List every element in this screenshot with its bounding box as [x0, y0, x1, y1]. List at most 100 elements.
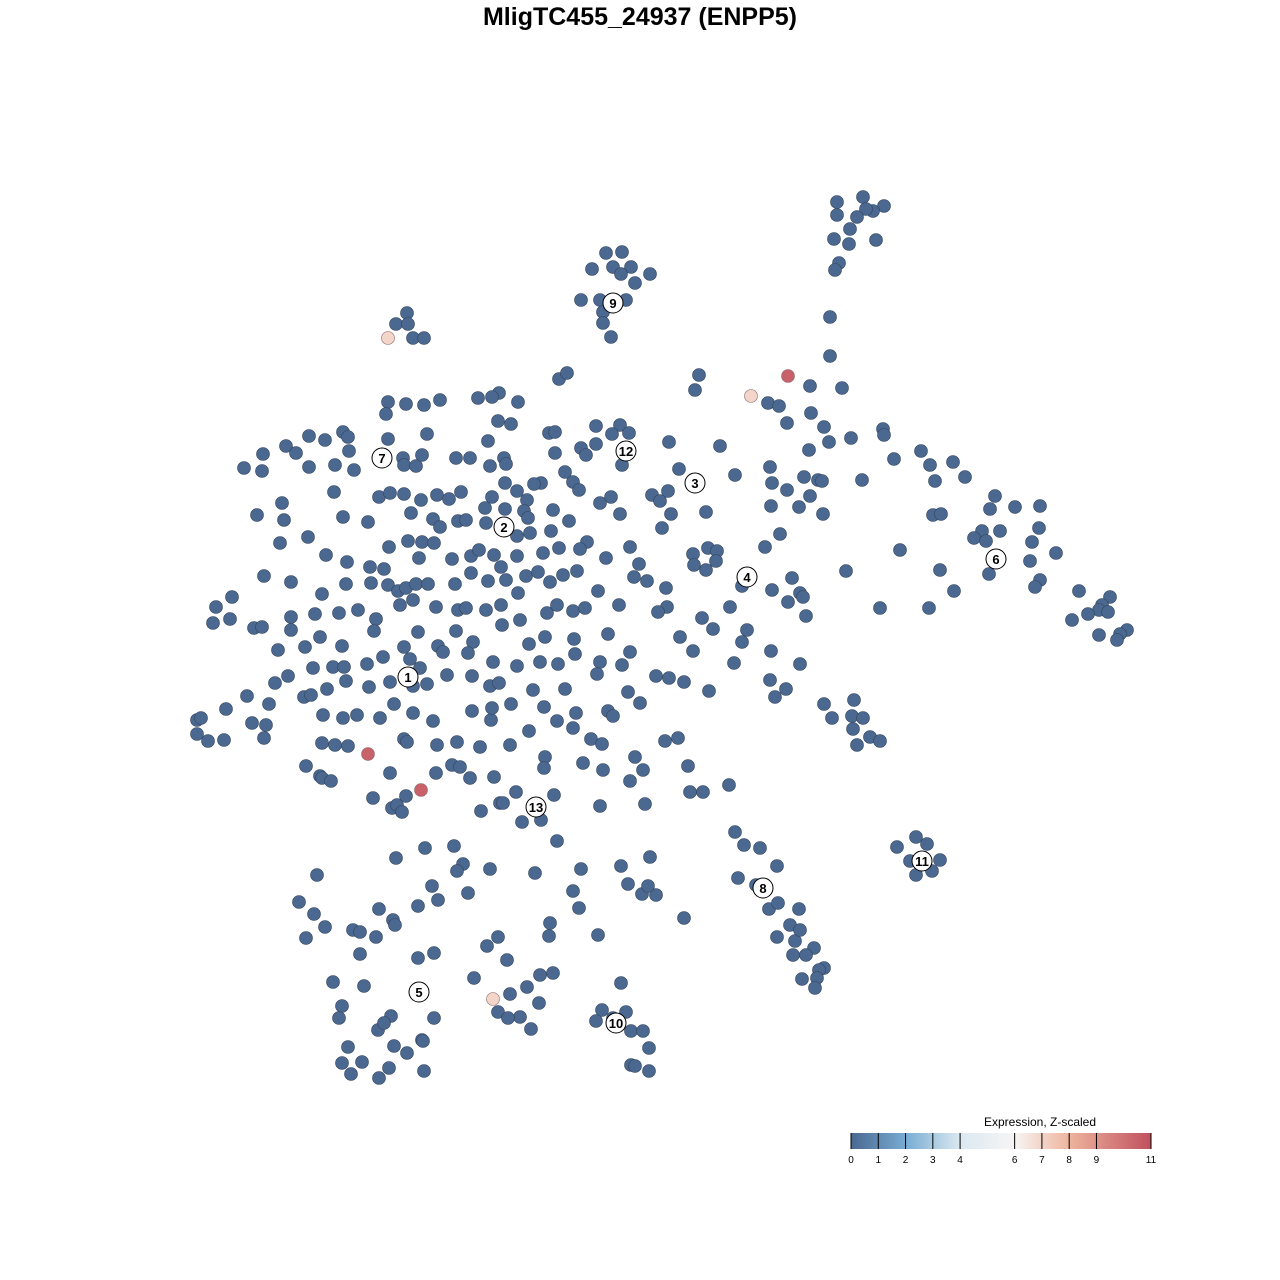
cluster-label: 6	[985, 548, 1007, 570]
data-point	[816, 507, 830, 521]
data-point	[511, 586, 525, 600]
data-point	[673, 630, 687, 644]
data-point	[268, 676, 282, 690]
data-point	[628, 1059, 642, 1073]
data-point	[1023, 554, 1037, 568]
data-point	[510, 529, 524, 543]
data-point	[372, 902, 386, 916]
data-point	[383, 766, 397, 780]
data-point	[537, 761, 551, 775]
data-point	[341, 430, 355, 444]
data-point	[250, 508, 264, 522]
data-point	[856, 190, 870, 204]
data-point	[383, 675, 397, 689]
data-point	[459, 601, 473, 615]
data-point	[483, 459, 497, 473]
data-point	[722, 778, 736, 792]
data-point	[601, 627, 615, 641]
data-point	[869, 233, 883, 247]
data-point	[372, 1071, 386, 1085]
data-point	[491, 930, 505, 944]
data-point	[339, 674, 353, 688]
data-point	[533, 655, 547, 669]
cluster-label-badge	[371, 447, 393, 469]
cluster-label-badge	[684, 472, 706, 494]
data-point	[781, 595, 795, 609]
data-point	[520, 980, 534, 994]
data-point	[299, 759, 313, 773]
data-point	[585, 262, 599, 276]
data-point	[433, 520, 447, 534]
data-point	[590, 667, 604, 681]
data-point	[627, 570, 641, 584]
data-point	[494, 598, 508, 612]
data-point	[471, 391, 485, 405]
data-point	[485, 701, 499, 715]
data-point	[445, 552, 459, 566]
data-point	[388, 918, 402, 932]
data-point	[500, 953, 514, 967]
data-point	[448, 577, 462, 591]
data-point	[877, 428, 891, 442]
cluster-label-text: 2	[500, 520, 507, 535]
data-point	[982, 567, 996, 581]
data-point	[827, 232, 841, 246]
data-point	[393, 598, 407, 612]
cluster-label: 1	[397, 666, 419, 688]
data-point	[606, 709, 620, 723]
data-point	[887, 452, 901, 466]
data-point	[560, 366, 574, 380]
data-point	[313, 630, 327, 644]
data-point	[636, 763, 650, 777]
data-point	[206, 616, 220, 630]
data-point	[454, 485, 468, 499]
data-point	[510, 484, 524, 498]
data-point	[633, 696, 647, 710]
data-point	[979, 534, 993, 548]
data-point	[357, 979, 371, 993]
cluster-label-text: 9	[609, 296, 616, 311]
data-point	[540, 606, 554, 620]
data-point-highlighted	[414, 783, 428, 797]
cluster-label-text: 13	[529, 800, 543, 815]
data-point	[914, 444, 928, 458]
data-point	[427, 946, 441, 960]
data-point	[362, 680, 376, 694]
data-point	[835, 381, 849, 395]
data-point	[786, 948, 800, 962]
data-point	[284, 623, 298, 637]
data-point	[318, 920, 332, 934]
data-point	[485, 390, 499, 404]
data-point	[503, 987, 517, 1001]
data-point	[641, 879, 655, 893]
color-legend: 0 1 2 3 4 6 7 8 9 11	[848, 1133, 1157, 1166]
cluster-label: 2	[493, 516, 515, 538]
data-point	[319, 548, 333, 562]
data-point	[659, 581, 673, 595]
data-point	[855, 473, 869, 487]
data-point	[550, 714, 564, 728]
data-point	[194, 711, 208, 725]
data-point	[487, 770, 501, 784]
data-point	[463, 771, 477, 785]
data-point	[335, 639, 349, 653]
data-point	[225, 590, 239, 604]
data-point	[324, 774, 338, 788]
data-point	[425, 879, 439, 893]
data-point	[363, 560, 377, 574]
data-point	[449, 451, 463, 465]
data-point	[515, 815, 529, 829]
data-point	[695, 611, 709, 625]
data-point	[381, 578, 395, 592]
data-point	[839, 564, 853, 578]
data-point	[397, 640, 411, 654]
legend-tick-label: 11	[1146, 1155, 1157, 1166]
data-point	[382, 540, 396, 554]
data-point	[245, 716, 259, 730]
data-point	[552, 541, 566, 555]
data-point	[1110, 633, 1124, 647]
cluster-label: 5	[408, 981, 430, 1003]
data-point	[473, 740, 487, 754]
cluster-label: 13	[525, 796, 547, 818]
data-point	[1072, 584, 1086, 598]
